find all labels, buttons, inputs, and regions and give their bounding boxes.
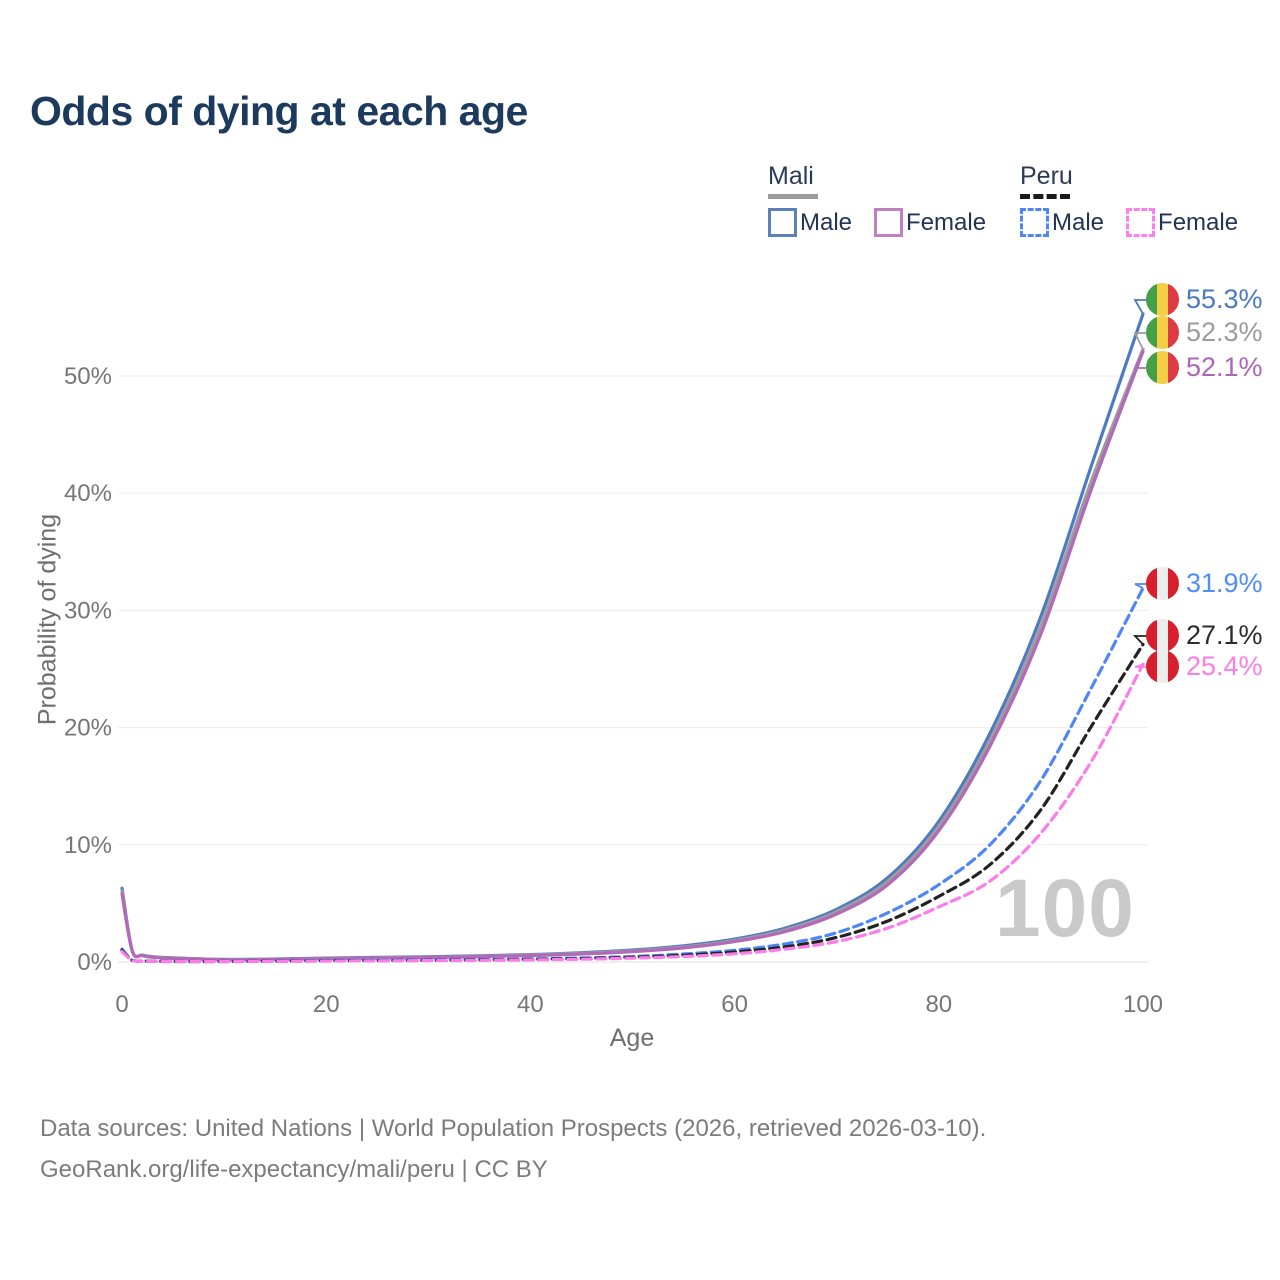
legend-item-mali-male[interactable]: Male <box>768 208 852 237</box>
mali-flag-icon <box>1146 316 1179 349</box>
footer: Data sources: United Nations | World Pop… <box>40 1108 986 1190</box>
end-label-connector <box>1133 351 1146 369</box>
end-label-connector <box>1134 663 1146 668</box>
legend-item-mali-female[interactable]: Female <box>874 208 986 237</box>
x-tick-label: 100 <box>1123 991 1163 1018</box>
footer-sources: Data sources: United Nations | World Pop… <box>40 1115 987 1142</box>
y-tick-label: 20% <box>64 715 112 742</box>
x-tick-label: 80 <box>925 991 952 1018</box>
y-axis-title: Probability of dying <box>33 513 62 726</box>
legend-country-label[interactable]: Mali <box>768 162 818 199</box>
peru-flag-icon <box>1146 567 1179 600</box>
end-label-connector <box>1133 332 1146 350</box>
end-label-connector <box>1134 583 1146 589</box>
peru-flag-icon <box>1146 619 1179 652</box>
x-tick-label: 60 <box>721 991 748 1018</box>
legend-item-label: Male <box>800 208 853 236</box>
legend-item-label: Male <box>1052 208 1105 236</box>
legend-checkbox[interactable] <box>1126 208 1156 237</box>
end-label-connector <box>1133 299 1146 315</box>
x-tick-label: 20 <box>313 991 340 1018</box>
legend-checkbox[interactable] <box>768 208 797 237</box>
mali-flag-icon <box>1146 283 1179 316</box>
legend-country-line-sample <box>768 194 818 199</box>
y-tick-label: 0% <box>77 949 112 976</box>
series-line-peru-both[interactable] <box>120 642 1145 964</box>
y-tick-label: 10% <box>64 832 112 859</box>
x-tick-label: 40 <box>517 991 544 1018</box>
peru-flag-icon <box>1146 650 1179 683</box>
page-title: Odds of dying at each age <box>30 88 528 134</box>
series-line-mali-both[interactable] <box>120 347 1145 962</box>
end-label-peru-female: 25.4% <box>1146 650 1263 683</box>
end-label-mali-both: 52.3% <box>1146 316 1263 349</box>
footer-link: GeoRank.org/life-expectancy/mali/peru | … <box>40 1156 548 1183</box>
series-line-mali-female[interactable] <box>120 349 1145 962</box>
end-label-value: 25.4% <box>1186 651 1263 681</box>
legend-item-label: Female <box>906 208 987 236</box>
legend-group-peru: Peru Male Female <box>1020 162 1238 237</box>
legend-country-line-sample <box>1020 194 1070 199</box>
x-axis-title: Age <box>609 1024 655 1052</box>
end-label-connector <box>1132 635 1146 646</box>
end-label-peru-both: 27.1% <box>1146 619 1263 652</box>
legend-item-peru-female[interactable]: Female <box>1126 208 1238 237</box>
y-tick-label: 40% <box>64 480 112 507</box>
end-label-value: 52.1% <box>1186 352 1263 382</box>
x-tick-label: 0 <box>115 991 128 1018</box>
legend-item-peru-male[interactable]: Male <box>1020 208 1104 237</box>
legend-group-mali: Mali Male Female <box>768 162 986 237</box>
series-line-peru-female[interactable] <box>120 662 1145 964</box>
age-watermark: 100 <box>995 863 1135 954</box>
end-label-value: 27.1% <box>1186 620 1263 650</box>
end-label-peru-male: 31.9% <box>1146 567 1263 600</box>
end-label-mali-male: 55.3% <box>1146 283 1263 316</box>
series-line-mali-male[interactable] <box>120 312 1145 962</box>
y-tick-label: 50% <box>64 363 112 390</box>
end-label-value: 52.3% <box>1186 317 1263 347</box>
end-label-value: 31.9% <box>1186 568 1263 598</box>
mali-flag-icon <box>1146 351 1179 384</box>
end-label-mali-female: 52.1% <box>1146 351 1263 384</box>
legend-checkbox[interactable] <box>1020 208 1049 237</box>
end-label-value: 55.3% <box>1186 284 1263 314</box>
legend-item-label: Female <box>1158 208 1239 236</box>
legend-country-label[interactable]: Peru <box>1020 162 1073 199</box>
series-line-peru-male[interactable] <box>120 586 1145 964</box>
legend-checkbox[interactable] <box>874 208 904 237</box>
y-tick-label: 30% <box>64 597 112 624</box>
